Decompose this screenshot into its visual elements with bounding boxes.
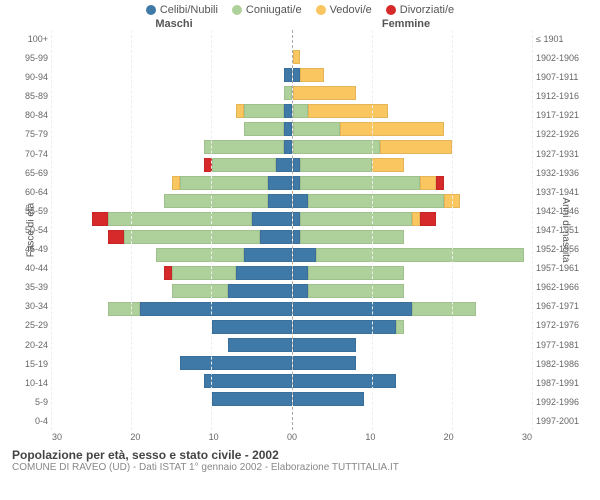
- legend-swatch: [386, 5, 396, 15]
- age-label: 100+: [8, 30, 48, 48]
- legend-item: Vedovi/e: [316, 4, 372, 16]
- xaxis-female: 0 10 20 30: [292, 432, 532, 442]
- grid-female: [293, 30, 533, 430]
- age-label: 95-99: [8, 49, 48, 67]
- xtick: 20: [130, 432, 140, 442]
- legend-swatch: [316, 5, 326, 15]
- birth-label: 1967-1971: [536, 297, 592, 315]
- legend-label: Divorziati/e: [400, 4, 454, 16]
- female-half: [293, 30, 533, 430]
- age-label: 65-69: [8, 164, 48, 182]
- age-label: 10-14: [8, 374, 48, 392]
- xtick: 30: [52, 432, 62, 442]
- birth-label: 1987-1991: [536, 374, 592, 392]
- legend: Celibi/Nubili Coniugati/e Vedovi/e Divorzia…: [8, 4, 592, 16]
- legend-label: Vedovi/e: [330, 4, 372, 16]
- ylabel-left: Fasce di età: [26, 203, 37, 257]
- birth-label: 1982-1986: [536, 355, 592, 373]
- xaxis-male: 3020100: [52, 432, 292, 442]
- birth-label: 1992-1996: [536, 393, 592, 411]
- xtick: 0: [292, 432, 297, 442]
- birth-label: 1997-2001: [536, 412, 592, 430]
- age-label: 20-24: [8, 336, 48, 354]
- age-label: 15-19: [8, 355, 48, 373]
- age-label: 75-79: [8, 125, 48, 143]
- plot-area: Fasce di età Anni di nascita 100+95-9990…: [8, 30, 592, 430]
- age-label: 35-39: [8, 278, 48, 296]
- birth-label: 1902-1906: [536, 49, 592, 67]
- chart-subtitle: COMUNE DI RAVEO (UD) - Dati ISTAT 1° gen…: [12, 462, 588, 473]
- birth-label: 1962-1966: [536, 278, 592, 296]
- age-label: 30-34: [8, 297, 48, 315]
- birth-label: 1922-1926: [536, 125, 592, 143]
- legend-item: Celibi/Nubili: [146, 4, 218, 16]
- xtick: 10: [365, 432, 375, 442]
- birth-label: 1907-1911: [536, 68, 592, 86]
- legend-label: Celibi/Nubili: [160, 4, 218, 16]
- footer: Popolazione per età, sesso e stato civil…: [8, 448, 592, 473]
- header-male: Maschi: [8, 18, 290, 30]
- age-label: 0-4: [8, 412, 48, 430]
- legend-swatch: [146, 5, 156, 15]
- legend-item: Divorziati/e: [386, 4, 454, 16]
- legend-swatch: [232, 5, 242, 15]
- age-label: 70-74: [8, 145, 48, 163]
- gender-headers: Maschi Femmine: [8, 18, 592, 30]
- xtick: 30: [522, 432, 532, 442]
- xtick: 20: [444, 432, 454, 442]
- age-label: 90-94: [8, 68, 48, 86]
- xtick: 10: [209, 432, 219, 442]
- birth-label: 1932-1936: [536, 164, 592, 182]
- legend-label: Coniugati/e: [246, 4, 302, 16]
- bars-area: [52, 30, 532, 430]
- birth-label: 1912-1916: [536, 87, 592, 105]
- birth-label: 1972-1976: [536, 316, 592, 334]
- legend-item: Coniugati/e: [232, 4, 302, 16]
- age-label: 5-9: [8, 393, 48, 411]
- header-female: Femmine: [290, 18, 592, 30]
- age-label: 25-29: [8, 316, 48, 334]
- age-label: 80-84: [8, 106, 48, 124]
- ylabel-right: Anni di nascita: [560, 197, 571, 262]
- chart-title: Popolazione per età, sesso e stato civil…: [12, 448, 588, 462]
- age-label: 85-89: [8, 87, 48, 105]
- male-half: [52, 30, 293, 430]
- age-label: 60-64: [8, 183, 48, 201]
- birth-label: 1917-1921: [536, 106, 592, 124]
- birth-label: 1977-1981: [536, 336, 592, 354]
- grid-male: [52, 30, 292, 430]
- x-axis: 30 20 10 0 0 10 20 30: [8, 432, 592, 442]
- population-pyramid-chart: Celibi/Nubili Coniugati/e Vedovi/e Divorzia…: [0, 0, 600, 500]
- birth-label: ≤ 1901: [536, 30, 592, 48]
- birth-label: 1927-1931: [536, 145, 592, 163]
- age-label: 40-44: [8, 259, 48, 277]
